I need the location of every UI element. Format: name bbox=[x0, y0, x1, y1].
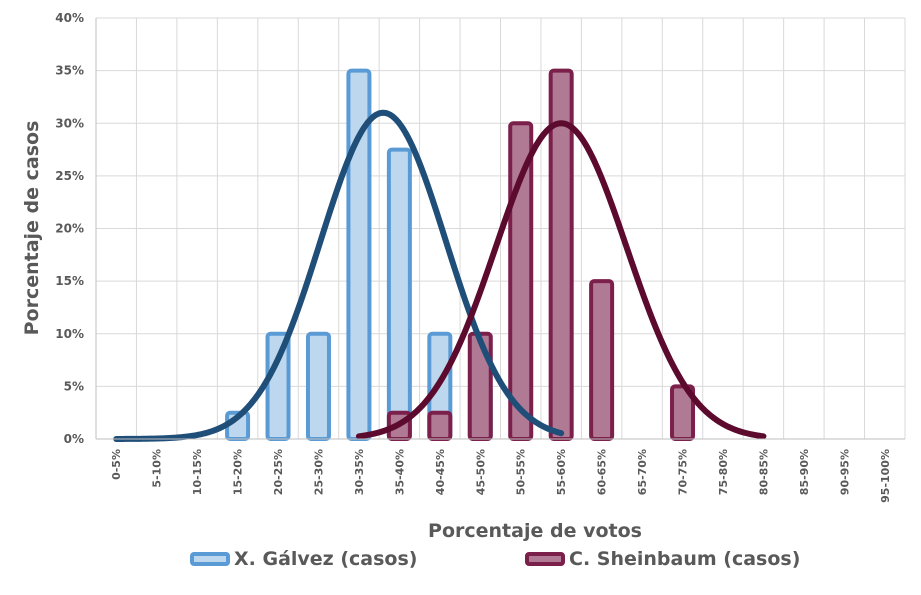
x-tick-label: 40-45% bbox=[434, 449, 447, 495]
legend-swatch-galvez bbox=[190, 552, 230, 566]
y-tick-label: 10% bbox=[55, 327, 84, 341]
x-tick-label: 95-100% bbox=[879, 449, 892, 503]
x-tick-label: 35-40% bbox=[393, 449, 406, 495]
x-tick-label: 80-85% bbox=[757, 449, 770, 495]
chart: 0% 5% 10% 15% 20% 25% 30% 35% 40% 0-5% 5-10% 10-15… bbox=[21, 11, 906, 542]
x-tick-label: 55-60% bbox=[555, 449, 568, 495]
x-tick-label: 10-15% bbox=[191, 449, 204, 495]
bar-galvez-25-30% bbox=[305, 331, 331, 441]
y-tick-label: 30% bbox=[55, 116, 84, 130]
x-tick-label: 20-25% bbox=[272, 449, 285, 495]
x-tick-label: 60-65% bbox=[596, 449, 609, 495]
y-tick-label: 25% bbox=[55, 169, 84, 183]
y-tick-label: 15% bbox=[55, 274, 84, 288]
legend-item-sheinbaum: C. Sheinbaum (casos) bbox=[525, 548, 800, 570]
x-tick-label: 70-75% bbox=[677, 449, 690, 495]
x-tick-label: 0-5% bbox=[110, 449, 123, 480]
series-sheinbaum-bars bbox=[386, 68, 696, 441]
x-tick-label: 75-80% bbox=[717, 449, 730, 495]
fitted-curve-galvez bbox=[113, 109, 565, 442]
legend-item-galvez: X. Gálvez (casos) bbox=[190, 548, 417, 570]
bar-sheinbaum-40-45% bbox=[427, 410, 453, 441]
bar-sheinbaum-60-65% bbox=[589, 279, 615, 441]
gridlines bbox=[95, 17, 906, 440]
x-tick-label: 25-30% bbox=[312, 449, 325, 495]
x-tick-label: 65-70% bbox=[636, 449, 649, 495]
x-tick-label: 85-90% bbox=[798, 449, 811, 495]
y-tick-label: 0% bbox=[64, 432, 84, 446]
legend-label-galvez: X. Gálvez (casos) bbox=[234, 548, 418, 570]
bar-galvez-35-40% bbox=[386, 147, 412, 441]
x-tick-label: 90-95% bbox=[838, 449, 851, 495]
fitted-curve-sheinbaum bbox=[355, 120, 767, 440]
x-tick-label: 45-50% bbox=[474, 449, 487, 495]
legend: X. Gálvez (casos) C. Sheinbaum (casos) bbox=[0, 548, 921, 580]
x-tick-label: 5-10% bbox=[151, 449, 164, 488]
fitted-curves bbox=[113, 109, 767, 442]
x-tick-label: 15-20% bbox=[232, 449, 245, 495]
x-tick-label: 30-35% bbox=[353, 449, 366, 495]
x-tick-label: 50-55% bbox=[515, 449, 528, 495]
y-axis-title: Porcentaje de casos bbox=[21, 121, 43, 336]
legend-label-sheinbaum: C. Sheinbaum (casos) bbox=[569, 548, 801, 570]
x-tick-labels: 0-5% 5-10% 10-15% 15-20% 20-25% 25-30% 30-35% 3… bbox=[110, 449, 892, 503]
y-tick-label: 35% bbox=[55, 64, 84, 78]
bar-sheinbaum-45-50% bbox=[467, 331, 493, 441]
y-tick-label: 20% bbox=[55, 222, 84, 236]
legend-swatch-sheinbaum bbox=[525, 552, 565, 566]
axes bbox=[95, 18, 905, 440]
y-tick-labels: 0% 5% 10% 15% 20% 25% 30% 35% 40% bbox=[55, 11, 84, 446]
y-tick-label: 5% bbox=[64, 379, 84, 393]
y-tick-label: 40% bbox=[55, 11, 84, 25]
x-axis-title: Porcentaje de votos bbox=[428, 520, 642, 542]
